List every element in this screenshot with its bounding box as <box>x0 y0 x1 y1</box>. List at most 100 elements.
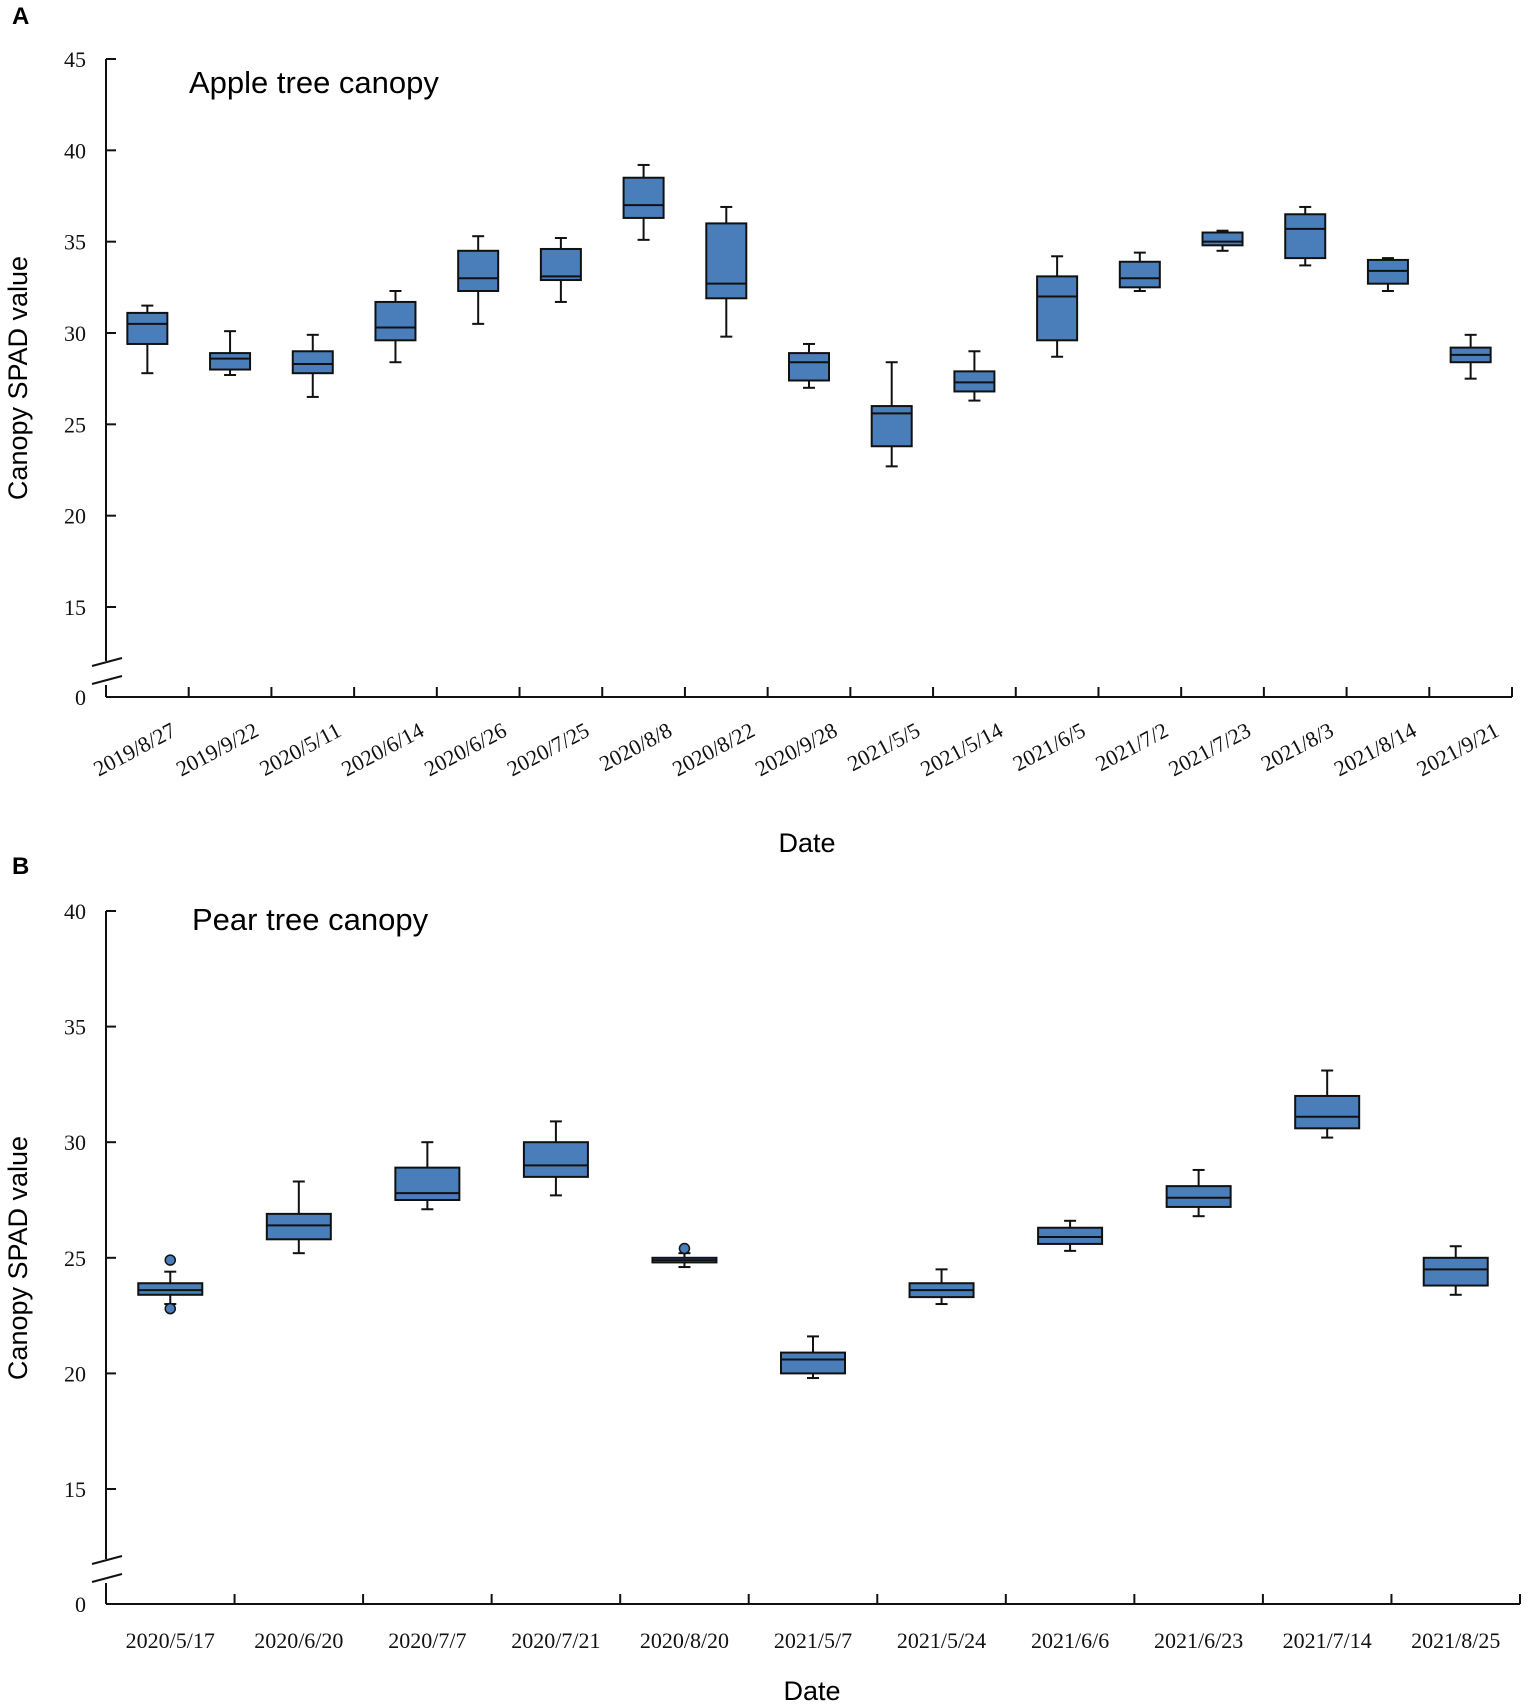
outlier-point <box>164 1302 177 1315</box>
x-tick-label: 2020/8/22 <box>668 717 759 781</box>
y-tick-label: 15 <box>64 595 86 620</box>
panel-b: B Pear tree canopy Canopy SPAD value Dat… <box>3 853 1521 1704</box>
y-tick-label: 35 <box>64 230 86 255</box>
x-tick-label: 2019/8/27 <box>89 717 180 781</box>
box-iqr <box>870 405 913 448</box>
box-iqr <box>705 222 748 300</box>
x-tick-label: 2020/7/25 <box>503 717 594 781</box>
x-tick-label: 2021/7/2 <box>1091 717 1172 776</box>
x-tick-label: 2021/7/23 <box>1164 717 1255 781</box>
axis-break-mark <box>91 675 123 685</box>
box-iqr <box>457 249 500 292</box>
x-tick-label: 2020/9/28 <box>751 717 842 781</box>
box-plot <box>209 330 252 377</box>
box-plot <box>522 1120 589 1197</box>
box-iqr <box>1165 1185 1232 1208</box>
panel-a: A Apple tree canopy Canopy SPAD value Da… <box>3 3 1513 858</box>
x-tick-label: 2020/5/11 <box>255 717 345 781</box>
x-tick-label: 2021/5/14 <box>916 717 1007 781</box>
panel-a-axes <box>91 59 1512 698</box>
panel-b-x-axis-title: Date <box>783 1676 840 1704</box>
box-plot <box>1284 205 1327 267</box>
y-tick-label: 40 <box>64 138 86 163</box>
panel-b-y-ticks: 0 15 20 25 30 35 40 <box>64 899 116 1617</box>
x-tick-label: 2021/8/25 <box>1411 1628 1500 1653</box>
box-iqr <box>1422 1256 1489 1287</box>
y-tick-label: 25 <box>64 412 86 437</box>
box-iqr <box>374 300 417 342</box>
box-plot <box>1366 257 1409 292</box>
panel-b-title: Pear tree canopy <box>192 902 429 937</box>
panel-a-y-axis-title: Canopy SPAD value <box>3 256 33 500</box>
x-tick-label: 2020/8/8 <box>595 717 676 776</box>
box-plot <box>1201 229 1244 252</box>
box-plot <box>622 163 665 241</box>
box-iqr <box>539 247 582 282</box>
panel-a-y-ticks: 0 15 20 25 30 35 40 45 <box>64 47 116 710</box>
panel-b-y-axis-title: Canopy SPAD value <box>3 1136 33 1380</box>
x-tick-label: 2021/5/5 <box>843 717 924 776</box>
panel-a-label: A <box>12 3 29 30</box>
axis-break-mark <box>91 1555 123 1565</box>
box-iqr <box>1284 213 1327 260</box>
x-tick-label: 2020/7/7 <box>388 1628 466 1653</box>
box-iqr <box>1201 231 1244 247</box>
panel-a-boxes <box>126 163 1492 468</box>
x-tick-label: 2020/8/20 <box>640 1628 729 1653</box>
box-plot <box>137 1254 204 1315</box>
x-tick-label: 2021/8/14 <box>1330 717 1421 781</box>
panel-a-title: Apple tree canopy <box>189 65 439 100</box>
box-plot <box>1449 333 1492 380</box>
x-tick-label: 2021/8/3 <box>1257 717 1338 776</box>
x-tick-label: 2021/6/23 <box>1154 1628 1243 1653</box>
y-tick-label: 35 <box>64 1015 86 1040</box>
box-iqr <box>291 350 334 375</box>
y-tick-label: 0 <box>75 1592 86 1617</box>
x-tick-label: 2021/5/24 <box>897 1628 986 1653</box>
panel-a-x-axis-title: Date <box>778 828 835 858</box>
box-plot <box>1422 1245 1489 1296</box>
y-tick-label: 45 <box>64 47 86 72</box>
box-plot <box>908 1268 975 1306</box>
box-iqr <box>1118 260 1161 289</box>
box-plot <box>126 304 169 375</box>
box-plot <box>780 1335 846 1380</box>
outlier-point <box>164 1254 177 1266</box>
y-tick-label: 30 <box>64 1130 86 1155</box>
outlier-point <box>678 1242 691 1255</box>
box-plot <box>265 1180 332 1255</box>
box-plot <box>374 289 417 364</box>
box-iqr <box>788 352 830 382</box>
box-plot <box>1294 1069 1361 1139</box>
x-tick-label: 2020/6/20 <box>254 1628 343 1653</box>
x-tick-label: 2019/9/22 <box>172 717 263 781</box>
x-tick-label: 2021/7/14 <box>1283 1628 1372 1653</box>
x-tick-label: 2020/6/14 <box>337 717 428 781</box>
panel-b-boxes <box>137 1069 1489 1380</box>
box-plot <box>1036 255 1079 358</box>
axis-break-mark <box>91 1573 123 1583</box>
box-iqr <box>126 311 169 345</box>
y-tick-label: 25 <box>64 1246 86 1271</box>
box-plot <box>539 237 582 303</box>
x-tick-label: 2021/6/5 <box>1009 717 1090 776</box>
box-iqr <box>622 176 665 219</box>
box-iqr <box>522 1141 589 1178</box>
box-plot <box>1118 251 1161 292</box>
x-tick-label: 2021/5/7 <box>774 1628 852 1653</box>
box-iqr <box>394 1166 461 1201</box>
box-iqr <box>1037 1226 1104 1245</box>
y-tick-label: 15 <box>64 1477 86 1502</box>
box-plot <box>953 350 996 402</box>
box-plot <box>705 205 748 338</box>
x-tick-label: 2020/7/21 <box>511 1628 600 1653</box>
box-iqr <box>1036 275 1079 342</box>
y-tick-label: 0 <box>75 685 86 710</box>
y-tick-label: 20 <box>64 504 86 529</box>
x-tick-label: 2020/5/17 <box>126 1628 215 1653</box>
box-iqr <box>265 1212 332 1241</box>
y-tick-label: 40 <box>64 899 86 924</box>
box-plot <box>870 361 913 468</box>
box-plot <box>651 1242 718 1269</box>
